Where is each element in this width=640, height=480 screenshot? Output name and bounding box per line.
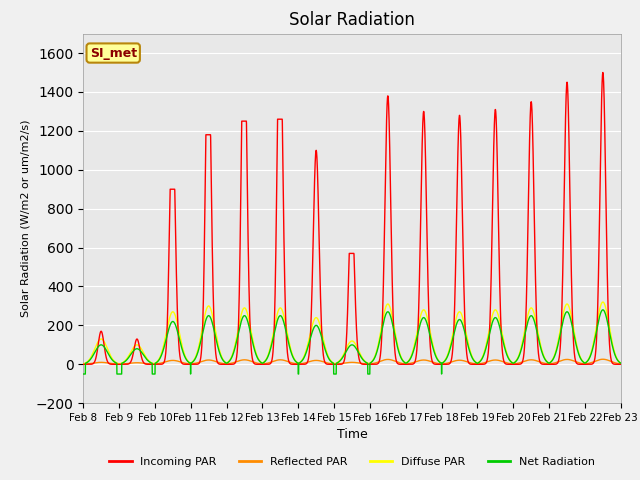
Text: SI_met: SI_met bbox=[90, 47, 137, 60]
Legend: Incoming PAR, Reflected PAR, Diffuse PAR, Net Radiation: Incoming PAR, Reflected PAR, Diffuse PAR… bbox=[105, 453, 599, 471]
X-axis label: Time: Time bbox=[337, 429, 367, 442]
Y-axis label: Solar Radiation (W/m2 or um/m2/s): Solar Radiation (W/m2 or um/m2/s) bbox=[20, 120, 30, 317]
Title: Solar Radiation: Solar Radiation bbox=[289, 11, 415, 29]
